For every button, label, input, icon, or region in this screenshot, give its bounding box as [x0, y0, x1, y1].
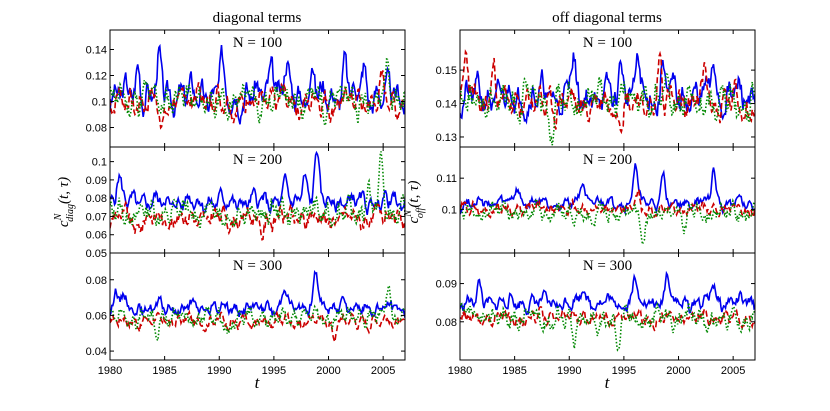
y-tick-label: 0.14	[86, 45, 107, 57]
y-axis-label-off: cNoff(t, τ)	[403, 181, 426, 224]
y-tick-label: 0.06	[86, 230, 107, 242]
x-tick-label: 1990	[207, 365, 231, 377]
panel-label: N = 200	[583, 152, 632, 168]
panels-group: 0.080.10.120.14 N = 1000.050.060.070.080.…	[86, 29, 756, 377]
panel-label: N = 300	[233, 258, 282, 274]
series-line	[110, 283, 405, 343]
panel-frame	[109, 252, 406, 361]
x-axis-label-right: t	[605, 373, 611, 392]
column-title-diagonal: diagonal terms	[213, 10, 302, 26]
y-tick-label: 0.09	[436, 279, 457, 291]
panel: 0.13 0.14 0.15 N = 100	[436, 29, 756, 148]
x-tick-label: 2005	[721, 365, 745, 377]
x-tick-label: 1995	[612, 365, 636, 377]
series-line	[110, 309, 405, 345]
series-line	[460, 188, 755, 221]
series-line	[110, 150, 405, 216]
series-line	[460, 163, 755, 216]
y-tick-label: 0.13	[436, 132, 457, 144]
panel: 0.05 0.06 0.07 0.08 0.09 0.1 N = 200	[86, 146, 406, 260]
panel-label: N = 100	[583, 35, 632, 51]
panel: 0.08 0.1 0.12 0.14 N = 100	[86, 29, 406, 148]
x-tick-label: 1985	[152, 365, 176, 377]
series-line	[110, 43, 405, 125]
series-group	[110, 269, 405, 345]
y-tick-label: 0.11	[436, 173, 457, 185]
series-group	[460, 270, 755, 352]
y-tick-label: 0.15	[436, 65, 457, 77]
column-title-off-diagonal: off diagonal terms	[552, 10, 662, 26]
panel-frame	[459, 252, 756, 361]
series-group	[460, 163, 755, 248]
series-line	[460, 73, 755, 146]
x-tick-label: 1985	[502, 365, 526, 377]
y-tick-label: 0.08	[436, 317, 457, 329]
series-line	[110, 57, 405, 129]
series-line	[110, 200, 405, 241]
series-line	[460, 270, 755, 316]
y-tick-label: 0.05	[86, 248, 107, 260]
y-tick-label: 0.08	[86, 123, 107, 135]
series-line	[460, 306, 755, 332]
series-line	[460, 300, 755, 352]
panel-label: N = 100	[233, 35, 282, 51]
y-tick-label: 0.08	[86, 193, 107, 205]
panel-label: N = 200	[233, 152, 282, 168]
y-tick-label: 0.1	[92, 157, 107, 169]
y-tick-label: 0.04	[86, 346, 107, 358]
y-tick-label: 0.06	[86, 310, 107, 322]
x-tick-label: 2000	[316, 365, 340, 377]
series-line	[110, 151, 405, 231]
y-tick-label: 0.08	[86, 275, 107, 287]
series-group	[110, 150, 405, 241]
x-tick-label: 2005	[371, 365, 395, 377]
y-tick-label: 0.1	[442, 204, 457, 216]
panel: 0.04 0.06 0.08 1980 1985 1990 1995 2000 2005 N = …	[86, 252, 406, 377]
series-group	[460, 49, 755, 146]
x-tick-label: 2000	[666, 365, 690, 377]
series-line	[460, 197, 755, 248]
series-group	[110, 43, 405, 130]
x-axis-label-left: t	[255, 373, 261, 392]
y-axis-label-diagonal: cNdiag(t, τ)	[53, 177, 76, 227]
y-tick-label: 0.14	[436, 99, 457, 111]
y-tick-label: 0.12	[86, 71, 107, 83]
panel-label: N = 300	[583, 258, 632, 274]
series-line	[110, 269, 405, 319]
x-tick-label: 1980	[98, 365, 122, 377]
y-tick-label: 0.07	[86, 211, 107, 223]
panel: 0.1 0.11 N = 200	[436, 146, 756, 254]
x-tick-label: 1995	[262, 365, 286, 377]
x-tick-label: 1980	[448, 365, 472, 377]
x-tick-label: 1990	[557, 365, 581, 377]
panel: 0.08 0.09 1980 1985 1990 1995 2000 2005 N = 300	[436, 252, 756, 377]
series-line	[460, 49, 755, 135]
y-tick-label: 0.1	[92, 97, 107, 109]
y-tick-label: 0.09	[86, 175, 107, 187]
